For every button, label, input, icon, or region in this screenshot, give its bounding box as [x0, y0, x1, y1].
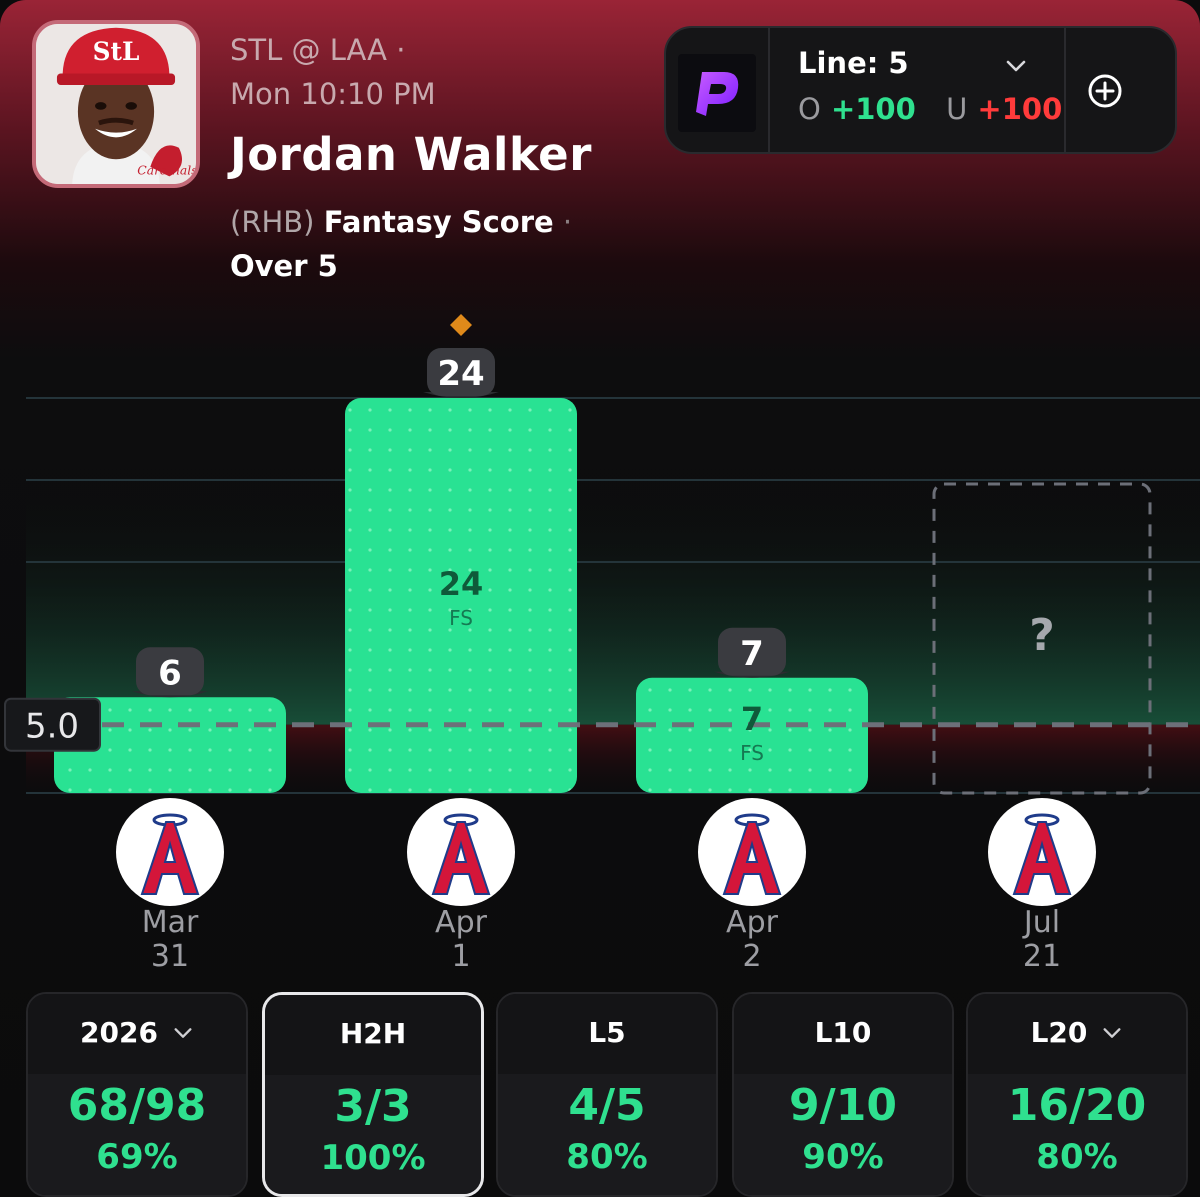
svg-text:Cardinals: Cardinals [137, 163, 196, 177]
tile-label: L10 [814, 1016, 872, 1049]
value-bubble [136, 647, 204, 696]
game-time: Mon 10:10 PM [230, 77, 436, 111]
angels-a-shape [431, 821, 491, 895]
svg-text:StL: StL [93, 37, 140, 66]
bar-apr-2 [636, 677, 868, 793]
tile-label: H2H [339, 1017, 407, 1050]
widget-divider [768, 28, 770, 152]
tile-header [265, 995, 481, 1075]
prizepicks-logo-icon[interactable] [678, 54, 756, 132]
tile-hit-fraction: 3/3 [334, 1081, 412, 1132]
tile-header [968, 994, 1186, 1074]
tile-label: L5 [588, 1016, 626, 1049]
bar-value-label: 7 [740, 634, 764, 674]
tile-header [734, 994, 952, 1074]
bar-inner-value: 7 [741, 700, 763, 738]
tile-hit-percent: 100% [320, 1138, 426, 1178]
separator-dot: · [562, 205, 573, 239]
pick-label: Over 5 [230, 249, 338, 283]
sportsbook-line-widget: Line: 5 O +100 U +100 [664, 26, 1177, 154]
chevron-down-icon[interactable] [1004, 54, 1028, 78]
tile-2026[interactable]: 2026 68/98 69% [26, 992, 248, 1197]
threshold-value-label: 5.0 [25, 707, 79, 747]
value-bubble [427, 348, 495, 396]
tile-hit-fraction: 9/10 [789, 1080, 897, 1131]
value-bubble [718, 627, 786, 676]
bar-value-label: 6 [158, 653, 182, 693]
tile-l5[interactable]: L5 4/5 80% [496, 992, 718, 1197]
angels-a-shape [1012, 821, 1072, 895]
angels-logo-icon [116, 798, 224, 906]
tile-body [28, 1074, 246, 1195]
tile-hit-percent: 80% [1036, 1137, 1118, 1177]
game-day-label: 31 [151, 939, 189, 974]
tile-hit-percent: 69% [96, 1137, 178, 1177]
over-label: O [798, 92, 821, 126]
angels-logo-icon [988, 798, 1096, 906]
bar-value-label: 24 [437, 354, 484, 394]
odds-row: O +100 U +100 [798, 92, 1062, 126]
matchup-label: STL @ LAA · [230, 33, 406, 67]
tile-hit-percent: 80% [566, 1137, 648, 1177]
tile-body [734, 1074, 952, 1195]
game-day-label: 1 [451, 939, 470, 974]
tile-hit-fraction: 68/98 [67, 1080, 207, 1131]
tile-hit-fraction: 4/5 [568, 1080, 646, 1131]
tile-label: L20 [968, 1016, 1186, 1049]
bar-inner-value: 24 [439, 565, 484, 603]
bar-inner-unit: FS [740, 741, 764, 765]
player-headshot-icon: StL Cardinals [36, 24, 196, 184]
angels-logo-icon [698, 798, 806, 906]
hit-rate-tiles: 2026 68/98 69% H2H 3/3 100% L5 4/5 80% L… [26, 992, 1190, 1197]
upcoming-game-placeholder [932, 482, 1152, 795]
game-day-label: 2 [742, 939, 761, 974]
line-selector[interactable]: Line: 5 [798, 46, 909, 80]
angels-logo-icon [407, 798, 515, 906]
chart-bars [54, 398, 1152, 795]
game-month-label: Mar [142, 905, 199, 940]
player-name: Jordan Walker [230, 128, 592, 181]
upcoming-value-label: ? [1029, 610, 1055, 661]
under-label: U [946, 92, 968, 126]
prop-description: (RHB) Fantasy Score · Over 5 [230, 200, 572, 288]
over-zone [26, 480, 1200, 725]
widget-divider [1064, 28, 1066, 152]
under-odds[interactable]: +100 [977, 92, 1063, 126]
plus-circle-icon[interactable] [1086, 72, 1124, 110]
batter-hand: (RHB) [230, 205, 315, 239]
player-avatar: StL Cardinals [32, 20, 200, 188]
over-odds[interactable]: +100 [830, 92, 916, 126]
tile-header [498, 994, 716, 1074]
angels-a-shape [722, 821, 782, 895]
tile-l20[interactable]: L20 16/20 80% [966, 992, 1188, 1197]
opponent-logos [116, 798, 1096, 906]
bar-mar-31 [54, 697, 286, 793]
stat-type: Fantasy Score [323, 205, 554, 239]
bar-apr-1 [345, 398, 577, 793]
tile-body [265, 1075, 481, 1194]
threshold-line: 5.0 [4, 697, 1200, 752]
chevron-down-icon[interactable] [172, 1022, 194, 1044]
tile-header [28, 994, 246, 1074]
top-game-marker-icon [450, 314, 472, 336]
game-month-label: Apr [726, 905, 779, 940]
game-day-label: 21 [1023, 939, 1061, 974]
threshold-badge [4, 697, 101, 752]
game-month-label: Jul [1022, 905, 1060, 940]
bar-inner-unit: FS [449, 606, 473, 630]
tile-body [968, 1074, 1186, 1195]
angels-a-shape [140, 821, 200, 895]
tile-label: 2026 [28, 1016, 246, 1049]
game-info: STL @ LAA · Mon 10:10 PM [230, 28, 436, 116]
chevron-down-icon[interactable] [1101, 1022, 1123, 1044]
tile-l10[interactable]: L10 9/10 90% [732, 992, 954, 1197]
tile-hit-fraction: 16/20 [1007, 1080, 1147, 1131]
tile-body [498, 1074, 716, 1195]
tile-hit-percent: 90% [802, 1137, 884, 1177]
tile-h2h[interactable]: H2H 3/3 100% [262, 992, 484, 1197]
game-month-label: Apr [435, 905, 488, 940]
